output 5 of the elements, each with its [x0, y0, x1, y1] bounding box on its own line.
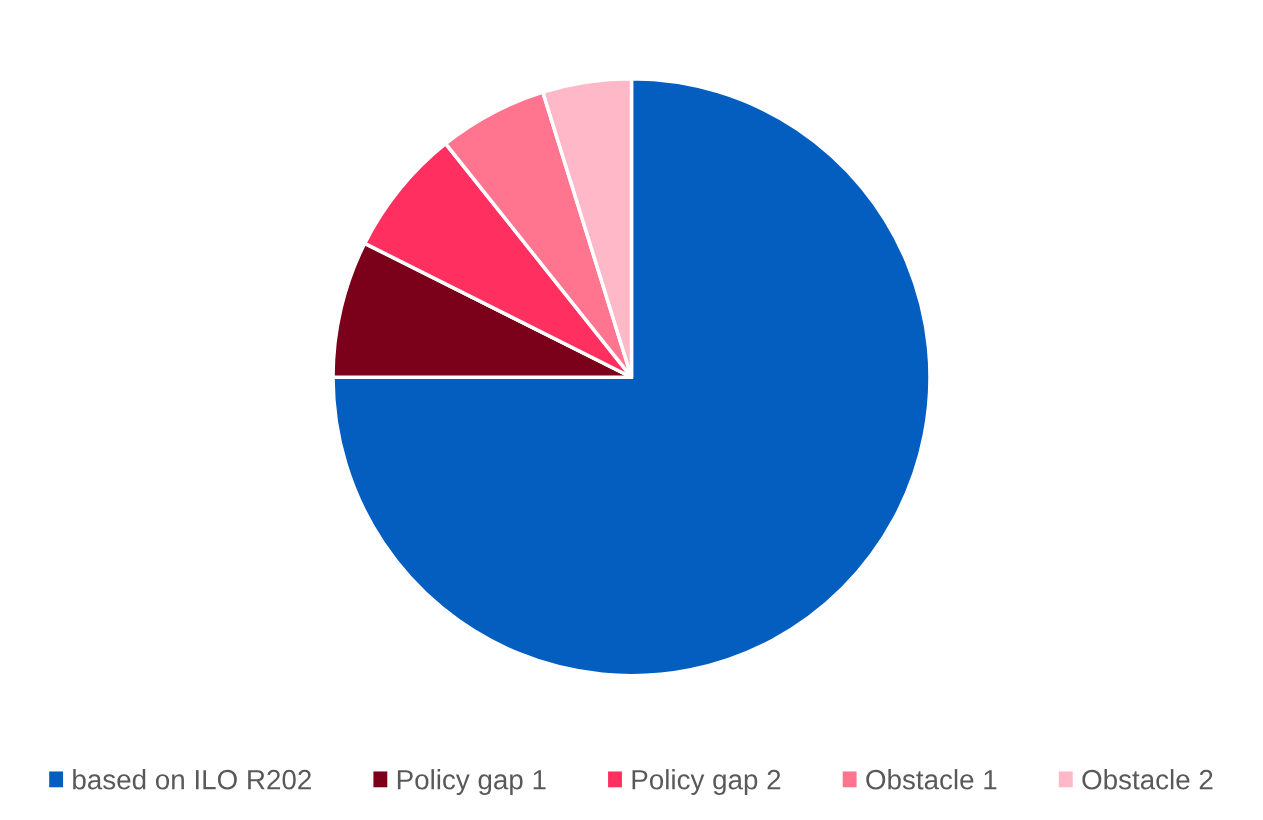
legend-label: Obstacle 1	[866, 769, 997, 790]
legend-label: Obstacle 2	[1082, 769, 1213, 790]
legend-label: Policy gap 2	[632, 769, 781, 795]
legend-label: Policy gap 1	[397, 769, 546, 795]
legend-label: based on ILO R202	[73, 769, 311, 790]
